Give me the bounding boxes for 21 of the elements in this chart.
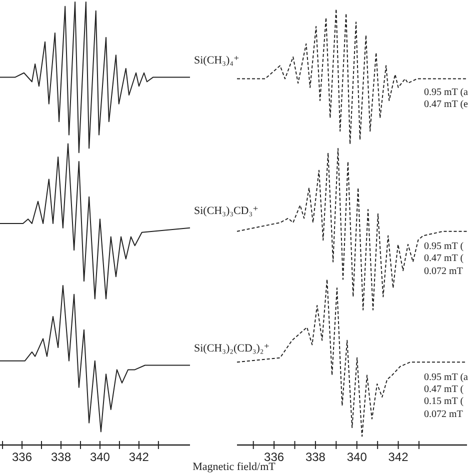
annotation: 0.95 mT (a: [424, 87, 469, 98]
annotation: 0.47 mT (e: [424, 99, 469, 110]
annotation: 0.072 mT: [424, 409, 463, 420]
x-tick-label: 338: [50, 450, 72, 464]
series-label: Si(CH₃)₂(CD₃)₂⁺: [194, 342, 270, 354]
annotation: 0.15 mT (: [424, 396, 464, 407]
annotation: 0.95 mT (a: [424, 372, 469, 383]
x-tick-label: 338: [305, 450, 326, 464]
x-tick-label: 342: [388, 450, 409, 464]
x-tick-label: 340: [90, 450, 110, 464]
x-tick-label: 336: [12, 450, 32, 464]
series-label: Si(CH₃)₃CD₃⁺: [194, 204, 259, 217]
annotation: 0.072 mT: [424, 266, 463, 277]
x-axis-title: Magnetic field/mT: [192, 461, 276, 473]
x-tick-label: 342: [128, 450, 150, 464]
x-tick-label: 340: [346, 450, 368, 464]
annotation: 0.47 mT (: [424, 253, 464, 264]
series-label: Si(CH₃)₄⁺: [194, 54, 240, 66]
x-tick-label: 336: [264, 450, 284, 464]
annotation: 0.95 mT (: [424, 241, 464, 252]
annotation: 0.47 mT (: [424, 384, 464, 395]
